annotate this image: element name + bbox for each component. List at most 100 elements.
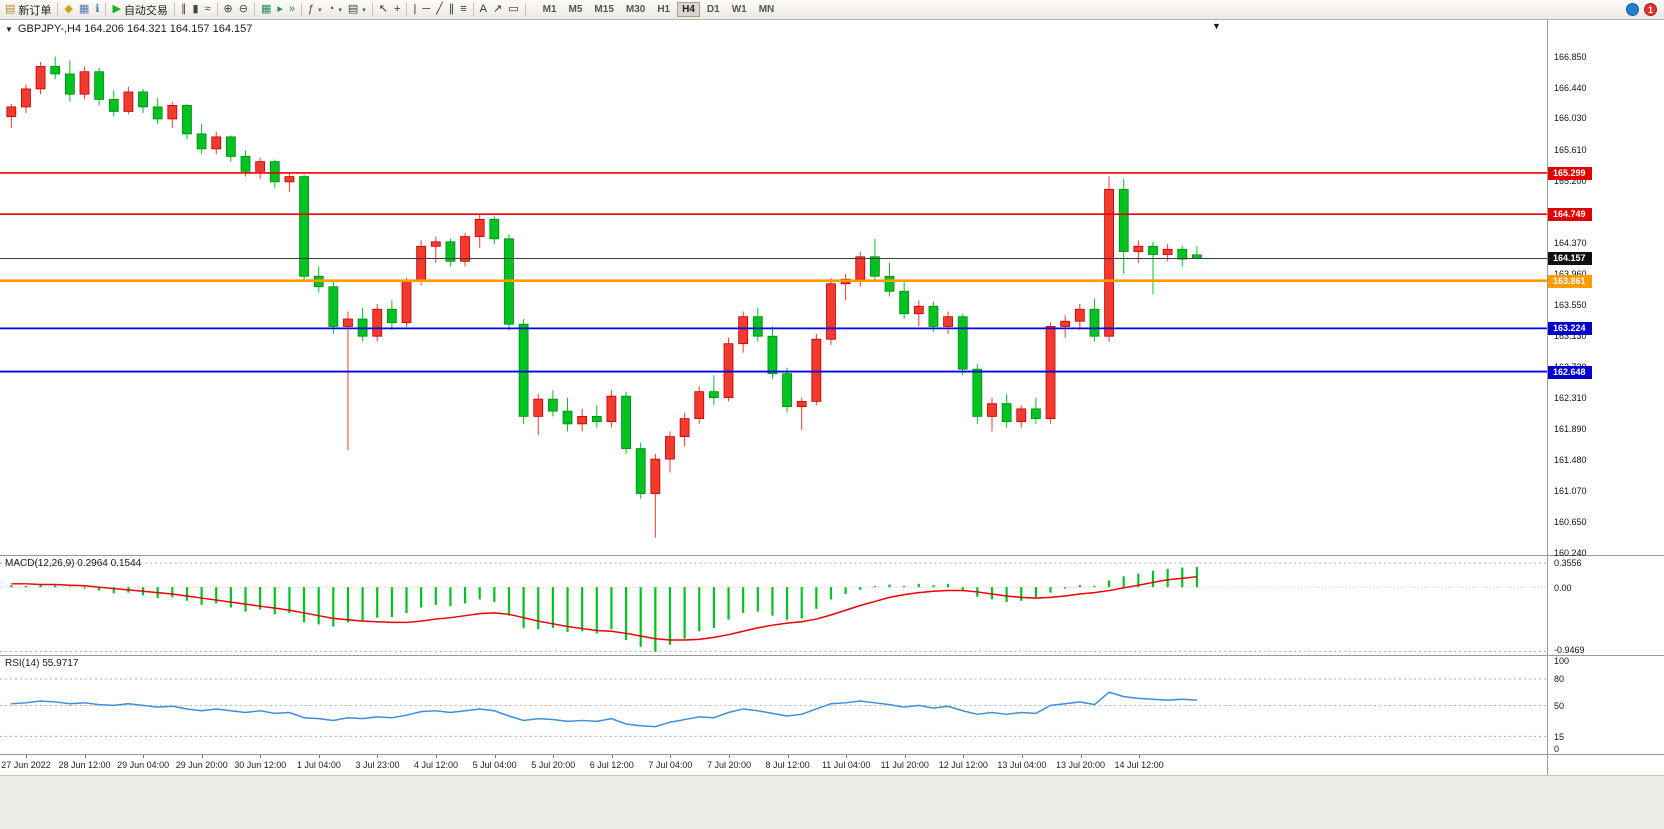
axis-corner <box>1548 755 1664 775</box>
trendline-icon: ╱ <box>436 3 443 15</box>
price-axis-macd[interactable]: 0.3556 0.00 -0.9469 <box>1548 556 1664 656</box>
navigator-button[interactable]: ℹ <box>92 1 102 19</box>
fibonacci-icon: ≡ <box>460 3 467 15</box>
tile-windows-icon: ▦ <box>260 3 272 15</box>
time-tick <box>436 755 438 758</box>
toolbar-separator <box>472 3 474 16</box>
notification-badge[interactable]: 1 <box>1644 3 1657 16</box>
new-order-button[interactable]: ▤ 新订单 <box>2 1 54 19</box>
chevron-down-icon[interactable]: ▼ <box>5 24 13 34</box>
cursor-button[interactable]: ↖ <box>376 1 391 19</box>
indicators-button-dropdown[interactable]: ▾ <box>318 6 322 14</box>
crosshair-button[interactable]: + <box>391 1 403 19</box>
time-tick <box>553 755 555 758</box>
timeframe-m30-button[interactable]: M30 <box>625 4 646 15</box>
vertical-line-button[interactable]: | <box>410 1 419 19</box>
periods-button-dropdown[interactable]: ▾ <box>338 6 342 14</box>
cursor-icon: ↖ <box>378 3 388 15</box>
toolbar-separator <box>524 3 526 16</box>
price-axis-rsi[interactable]: 100 80 50 15 0 <box>1548 656 1664 755</box>
horizontal-line-button[interactable]: ─ <box>419 1 433 19</box>
price-tick: 161.480 <box>1554 454 1587 465</box>
trendline-button[interactable]: ╱ <box>433 1 446 19</box>
time-label: 8 Jul 12:00 <box>765 760 810 770</box>
auto-scroll-icon: ▸ <box>277 3 283 15</box>
arrows-button[interactable]: ↗ <box>490 1 505 19</box>
scroll-to-end-marker[interactable]: ▼ <box>1212 21 1221 31</box>
timeframe-m15-button[interactable]: M15 <box>594 4 614 15</box>
price-tick: 163.550 <box>1554 299 1587 310</box>
timeframe-w1-button[interactable]: W1 <box>731 4 747 15</box>
templates-button[interactable]: ▤ ▾ <box>345 1 369 19</box>
price-chart[interactable] <box>0 20 1547 555</box>
zoom-out-button[interactable]: ⊖ <box>236 1 251 19</box>
candlestick-chart-icon: ▮ <box>192 3 199 15</box>
toolbar: ▤ 新订单 ◆ ▦ ℹ ▶ 自动交易 ∥ ▮ ≈ ⊕ ⊖ ▦ ▸» ƒ ▾ ◔ ▾ ▤ ▾ ↖ + | ─ ╱ ∥ ≡ A ↗ ▭ M1 M5… <box>0 0 1664 20</box>
time-tick <box>494 755 496 758</box>
timeframe-d1-button[interactable]: D1 <box>706 4 720 15</box>
bar-chart-icon: ∥ <box>180 3 187 15</box>
time-tick <box>201 755 203 758</box>
price-axis-main[interactable]: 166.850 166.440 166.030 165.610 165.200 164.3… <box>1548 20 1664 558</box>
time-tick <box>728 755 730 758</box>
autotrading-button-label: 自动交易 <box>123 4 168 17</box>
rsi-pane[interactable]: RSI(14) 55.9717 <box>0 656 1547 755</box>
line-chart-button[interactable]: ≈ <box>202 1 214 19</box>
price-tick: 161.890 <box>1554 424 1587 435</box>
price-marker: 162.648 <box>1548 365 1592 379</box>
market-watch-icon: ◆ <box>64 3 73 15</box>
tile-windows-button[interactable]: ▦ <box>258 1 274 19</box>
community-button[interactable] <box>1626 3 1639 16</box>
rsi-chart[interactable] <box>0 656 1547 754</box>
time-tick <box>611 755 613 758</box>
timeframe-h4-button[interactable]: H4 <box>677 2 700 17</box>
price-tick: 161.070 <box>1554 485 1587 496</box>
rsi-tick: 15 <box>1554 732 1565 743</box>
macd-chart[interactable] <box>0 556 1547 655</box>
time-tick <box>143 755 145 758</box>
indicators-button[interactable]: ƒ ▾ <box>305 1 325 19</box>
rsi-line <box>11 691 1197 728</box>
price-tick: 162.310 <box>1554 392 1587 403</box>
timeframe-m5-button[interactable]: M5 <box>568 4 583 15</box>
text-button[interactable]: A <box>477 1 490 19</box>
bar-chart-button[interactable]: ∥ <box>178 1 190 19</box>
price-marker: 165.299 <box>1548 166 1592 180</box>
rsi-tick: 80 <box>1554 674 1565 685</box>
timeframe-h1-button[interactable]: H1 <box>657 4 671 15</box>
horizontal-line-icon: ─ <box>422 3 431 15</box>
toolbar-separator <box>301 3 303 16</box>
macd-pane[interactable]: MACD(12,26,9) 0.2964 0.1544 <box>0 556 1547 656</box>
time-axis[interactable]: 27 Jun 2022 28 Jun 12:00 29 Jun 04:00 29 Ju… <box>0 755 1547 775</box>
periods-button[interactable]: ◔ ▾ <box>325 1 345 19</box>
auto-scroll-button[interactable]: ▸ <box>274 1 286 19</box>
time-tick <box>846 755 848 758</box>
shapes-button[interactable]: ▭ <box>505 1 521 19</box>
zoom-in-button[interactable]: ⊕ <box>221 1 236 19</box>
timeframe-m1-button[interactable]: M1 <box>542 4 557 15</box>
toolbar-right: 1 <box>1626 3 1662 16</box>
horizontal-lines[interactable] <box>0 172 1547 373</box>
price-chart-pane[interactable]: ▼ GBPJPY-,H4 164.206 164.321 164.157 164… <box>0 20 1547 556</box>
time-label: 6 Jul 12:00 <box>589 760 634 770</box>
time-tick <box>963 755 965 758</box>
chart-shift-button[interactable]: » <box>286 1 298 19</box>
macd-signal-line <box>11 575 1198 641</box>
price-axis[interactable]: 166.850 166.440 166.030 165.610 165.200 164.3… <box>1547 20 1664 775</box>
time-tick <box>25 755 27 758</box>
candlestick-chart-button[interactable]: ▮ <box>189 1 201 19</box>
price-tick: 165.200 <box>1554 175 1587 186</box>
time-tick <box>1080 755 1082 758</box>
zoom-out-icon: ⊖ <box>238 3 248 15</box>
market-watch-button[interactable]: ◆ <box>61 1 75 19</box>
channel-button[interactable]: ∥ <box>446 1 458 19</box>
timeframe-mn-button[interactable]: MN <box>758 4 775 15</box>
autotrading-button[interactable]: ▶ 自动交易 <box>109 1 170 19</box>
fibonacci-button[interactable]: ≡ <box>457 1 469 19</box>
channel-icon: ∥ <box>448 3 455 15</box>
data-window-button[interactable]: ▦ <box>76 1 92 19</box>
price-tick: 164.370 <box>1554 237 1587 248</box>
chart-title: ▼ GBPJPY-,H4 164.206 164.321 164.157 164… <box>5 23 252 35</box>
templates-button-dropdown[interactable]: ▾ <box>362 6 366 14</box>
